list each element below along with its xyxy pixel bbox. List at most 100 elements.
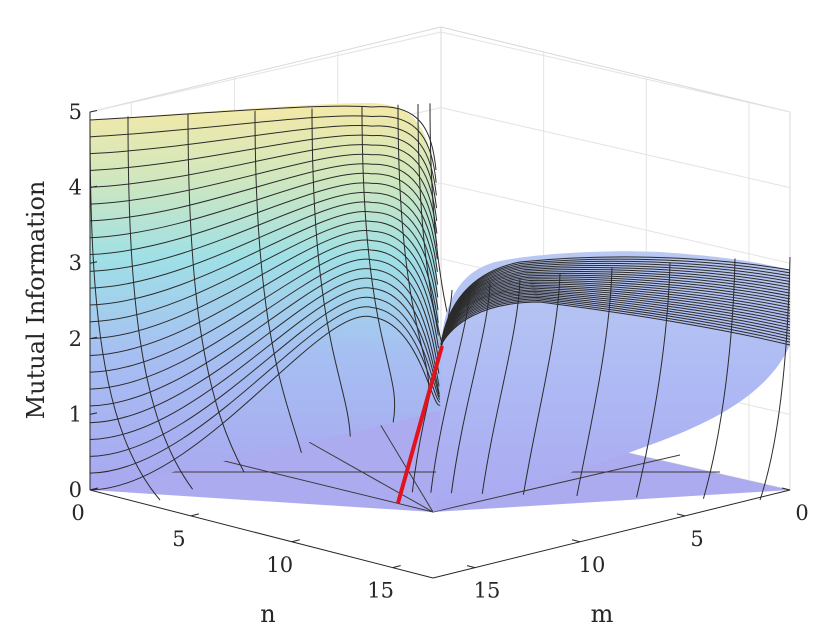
right-mesh-column — [450, 283, 491, 494]
left-wing-fill — [90, 103, 441, 490]
z-tick-mark — [89, 412, 98, 415]
z-tick-mark — [89, 336, 98, 340]
z-tick-label: 1 — [69, 402, 82, 426]
left-mesh-row — [89, 210, 439, 311]
left-mesh-row — [89, 153, 438, 234]
left-mesh-row — [89, 315, 441, 491]
left-mesh-row — [89, 125, 437, 196]
m-tick-label: 5 — [690, 527, 703, 551]
n-tick-label: 0 — [71, 501, 84, 525]
n-tick-mark — [291, 539, 300, 543]
left-mesh-row — [89, 296, 441, 457]
right-mesh-row — [440, 284, 791, 346]
left-mesh-row — [89, 249, 440, 373]
z-grid-line-right — [440, 31, 791, 113]
axis-ticks: 0 1 2 3 4 5 0 5 10 15 0 5 10 15 — [69, 100, 809, 603]
left-mesh-row — [89, 306, 441, 474]
m-tick-label: 15 — [474, 579, 501, 603]
right-mesh-column — [481, 278, 521, 494]
floor-mesh-line — [299, 436, 434, 513]
m-tick-label: 0 — [795, 501, 808, 525]
z-tick-mark — [89, 261, 98, 264]
right-mesh-row — [440, 296, 791, 346]
z-grid-line-right — [440, 182, 791, 264]
right-mesh-column — [576, 267, 613, 497]
right-mesh-row — [440, 287, 791, 346]
left-mesh-row — [89, 115, 437, 183]
right-mesh-column — [702, 258, 736, 499]
n-tick-mark — [392, 565, 401, 569]
n-tick-label: 15 — [367, 579, 394, 603]
left-mesh-column — [311, 108, 351, 437]
right-mesh-row — [440, 278, 791, 346]
right-surface-wing — [411, 251, 791, 513]
floor-mesh-line — [199, 454, 434, 513]
left-mesh-row — [89, 277, 440, 424]
m-tick-mark — [781, 487, 791, 491]
right-mesh-row — [440, 298, 791, 346]
right-mesh-column — [522, 273, 561, 495]
left-mesh-row — [89, 134, 438, 209]
left-mesh-row — [89, 182, 438, 272]
n-tick-mark — [89, 487, 99, 491]
m-axis-line — [432, 489, 791, 579]
z-axis-label: Mutual Information — [22, 181, 50, 420]
right-mesh-row — [440, 279, 791, 346]
z-tick-label: 0 — [69, 478, 82, 502]
right-mesh-row — [440, 295, 791, 346]
z-tick-mark — [89, 185, 98, 189]
z-tick-label: 2 — [69, 327, 82, 351]
left-mesh-row — [89, 163, 438, 247]
right-mesh-row — [440, 286, 791, 346]
floor-mesh-line — [432, 454, 681, 513]
z-grid-line-right — [440, 107, 791, 189]
m-tick-mark — [466, 565, 476, 569]
right-mesh-row — [440, 301, 791, 346]
left-mesh-column — [254, 110, 302, 453]
z-tick-mark — [89, 110, 98, 113]
left-surface-wing — [89, 103, 461, 501]
left-mesh-column — [361, 106, 396, 423]
right-mesh-column — [636, 262, 671, 498]
n-tick-label: 5 — [172, 527, 185, 551]
right-mesh-row — [440, 292, 791, 346]
z-tick-label: 4 — [69, 176, 82, 200]
n-axis-line — [89, 489, 434, 579]
left-mesh-column — [187, 113, 245, 473]
right-wing-mesh — [411, 256, 791, 501]
left-mesh-row — [89, 230, 439, 340]
left-mesh-row — [89, 268, 440, 407]
n-axis-label: n — [260, 600, 275, 628]
n-tick-mark — [190, 513, 200, 517]
left-mesh-column — [127, 116, 193, 490]
right-mesh-column — [430, 286, 471, 493]
left-mesh-row — [89, 172, 438, 260]
left-mesh-row — [89, 258, 440, 390]
m-axis-label: m — [591, 600, 614, 628]
right-mesh-row — [440, 281, 791, 346]
right-mesh-row — [440, 283, 791, 346]
left-mesh-row — [89, 220, 439, 323]
right-mesh-row — [440, 299, 791, 346]
n-tick-label: 10 — [266, 553, 293, 577]
left-mesh-row — [89, 144, 438, 221]
m-tick-mark — [676, 513, 686, 517]
left-wing-mesh — [89, 103, 461, 501]
diagonal-highlight-line — [396, 345, 444, 504]
m-tick-mark — [571, 539, 581, 543]
left-mesh-row — [89, 287, 440, 441]
left-mesh-row — [89, 201, 439, 298]
m-tick-label: 10 — [579, 553, 606, 577]
right-mesh-row — [440, 289, 791, 346]
left-mesh-column — [89, 117, 161, 501]
z-tick-label: 5 — [69, 100, 82, 124]
z-tick-label: 3 — [69, 251, 82, 275]
right-mesh-row — [440, 290, 791, 346]
left-mesh-row — [89, 239, 440, 356]
left-mesh-row — [89, 191, 439, 285]
axes-box — [89, 112, 791, 579]
right-mesh-column — [759, 256, 791, 501]
z-grid-line-left — [89, 31, 442, 113]
